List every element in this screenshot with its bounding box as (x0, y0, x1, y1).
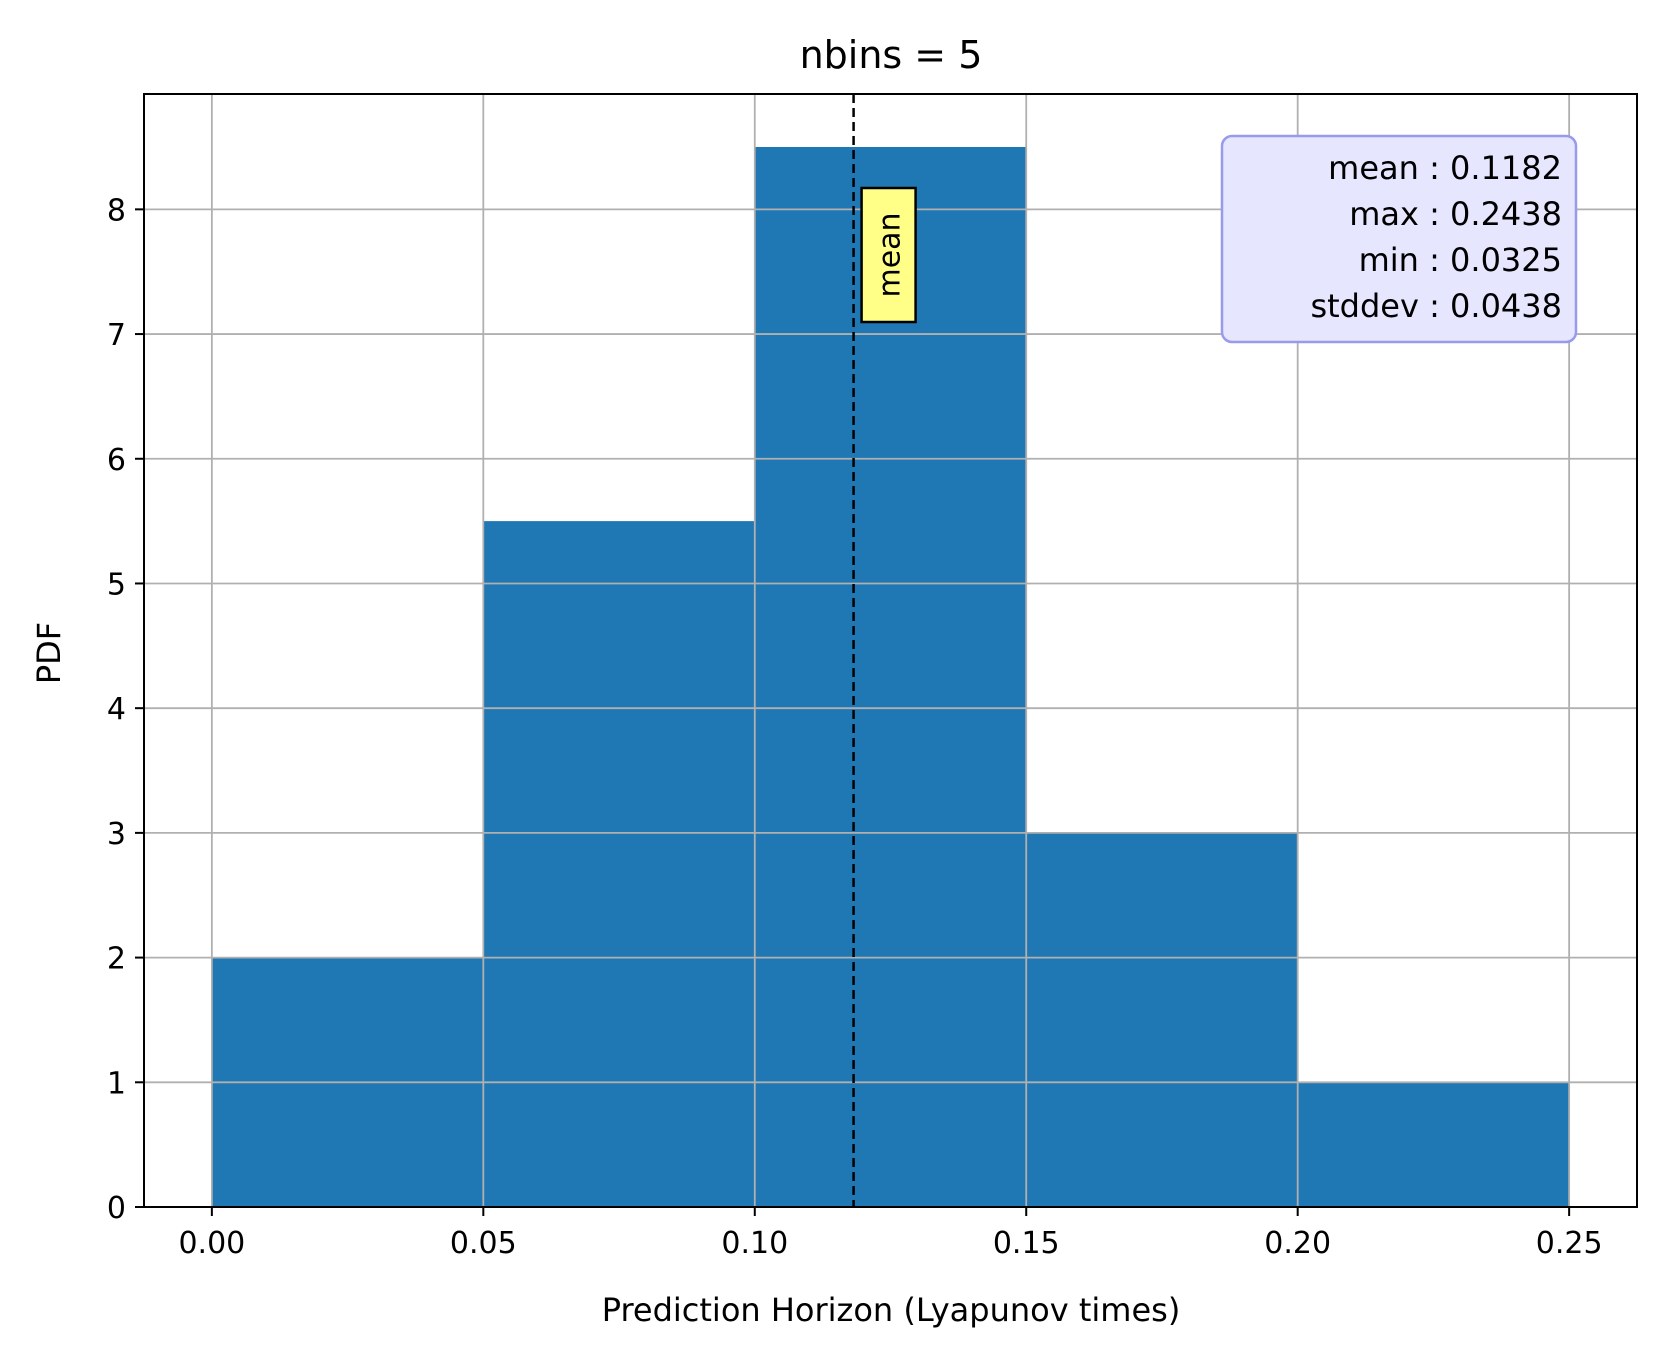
mean-layer: mean (852, 94, 917, 1207)
stats-box-frame (1220, 134, 1578, 344)
x-axis-label: Prediction Horizon (Lyapunov times) (602, 1291, 1181, 1329)
bars-layer (211, 147, 1570, 1207)
x-tick-label: 0.25 (1536, 1226, 1603, 1261)
stats-line: max : 0.2438 (1349, 195, 1562, 233)
x-tick-label: 0.00 (178, 1226, 245, 1261)
y-tick-label: 3 (107, 817, 126, 852)
y-tick-label: 0 (107, 1191, 126, 1226)
x-tick-label: 0.05 (450, 1226, 517, 1261)
x-tick-label: 0.15 (993, 1226, 1060, 1261)
x-tick-label: 0.20 (1264, 1226, 1331, 1261)
y-axis-label: PDF (30, 622, 68, 684)
y-tick-label: 4 (107, 692, 126, 727)
histogram-bar (1026, 832, 1298, 1207)
y-tick-label: 2 (107, 942, 126, 977)
stats-box: mean : 0.1182 max : 0.2438 min : 0.0325 std… (1220, 134, 1578, 344)
histogram-bar (754, 147, 1027, 1207)
histogram-bar (483, 521, 755, 1207)
plot-frame (143, 93, 1638, 1208)
mean-label: mean (873, 212, 908, 297)
y-tick-label: 5 (107, 567, 126, 602)
y-tick-label: 6 (107, 443, 126, 478)
ticks-layer: 0.00 0.05 0.10 0.15 0.20 0.25 0 1 2 3 4 5 6 7 8 (107, 193, 1603, 1261)
y-tick-label: 7 (107, 318, 126, 353)
y-tick-label: 8 (107, 193, 126, 228)
x-tick-label: 0.10 (721, 1226, 788, 1261)
stats-line: mean : 0.1182 (1328, 149, 1562, 187)
stats-line: stddev : 0.0438 (1310, 287, 1562, 325)
y-tick-label: 1 (107, 1066, 126, 1101)
histogram-bar (1297, 1082, 1570, 1207)
chart-title: nbins = 5 (800, 33, 983, 77)
stats-line: min : 0.0325 (1359, 241, 1562, 279)
mean-label-box (860, 186, 917, 324)
frame-layer (143, 93, 1638, 1208)
